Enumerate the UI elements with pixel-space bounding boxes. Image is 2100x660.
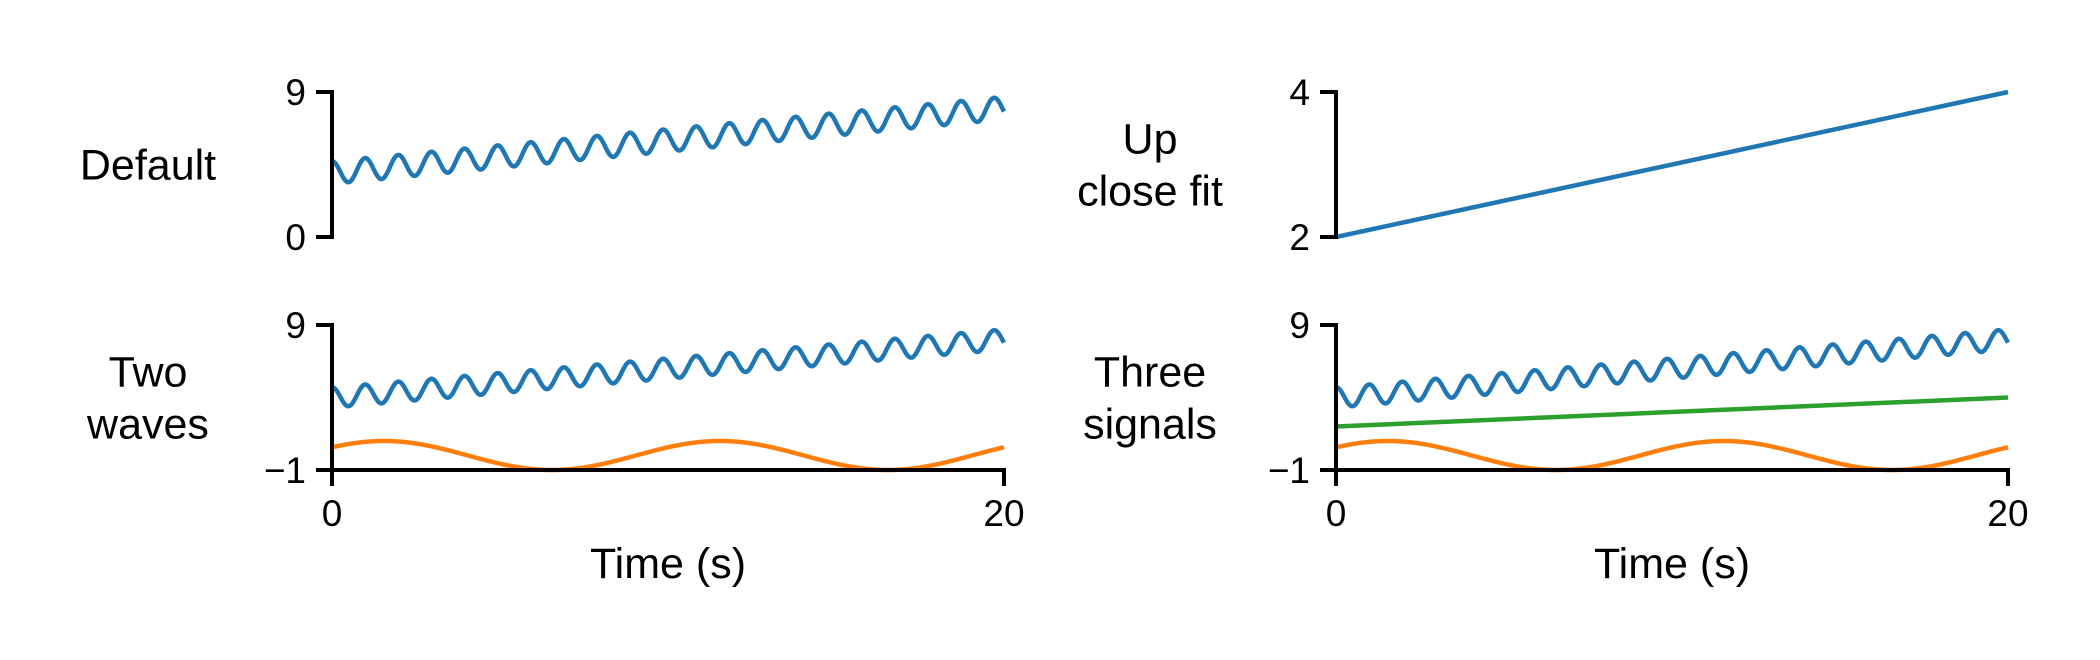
x-tick-label: 0 — [322, 493, 343, 534]
y-tick-label: 9 — [1289, 305, 1310, 346]
y-tick-label: 2 — [1289, 217, 1310, 258]
x-tick-label: 20 — [983, 493, 1024, 534]
row-label: close fit — [1077, 168, 1223, 216]
series-green-line — [1335, 395, 2009, 429]
x-tick-label: 0 — [1326, 493, 1347, 534]
y-tick-label: 9 — [285, 72, 306, 113]
y-tick-label: −1 — [1268, 450, 1310, 491]
series-blue-line — [1335, 89, 2009, 240]
series-blue-line — [330, 95, 1007, 185]
row-label: Up — [1123, 116, 1178, 164]
row-label: Two — [109, 349, 188, 397]
row-label: Default — [80, 142, 216, 190]
row-label: waves — [86, 401, 209, 449]
row-label: signals — [1083, 401, 1217, 449]
y-tick-label: 4 — [1289, 72, 1310, 113]
series-blue-line — [330, 327, 1006, 409]
row-label: Three — [1094, 349, 1206, 397]
y-tick-label: 9 — [285, 305, 306, 346]
subplot-1: 0 9 Default — [80, 72, 1007, 258]
y-tick-label: −1 — [264, 450, 306, 491]
y-tick-label: 0 — [285, 217, 306, 258]
series-blue-line — [1334, 327, 2010, 409]
x-axis-title: Time (s) — [590, 540, 746, 588]
x-tick-label: 20 — [1987, 493, 2028, 534]
x-axis-title: Time (s) — [1594, 540, 1750, 588]
